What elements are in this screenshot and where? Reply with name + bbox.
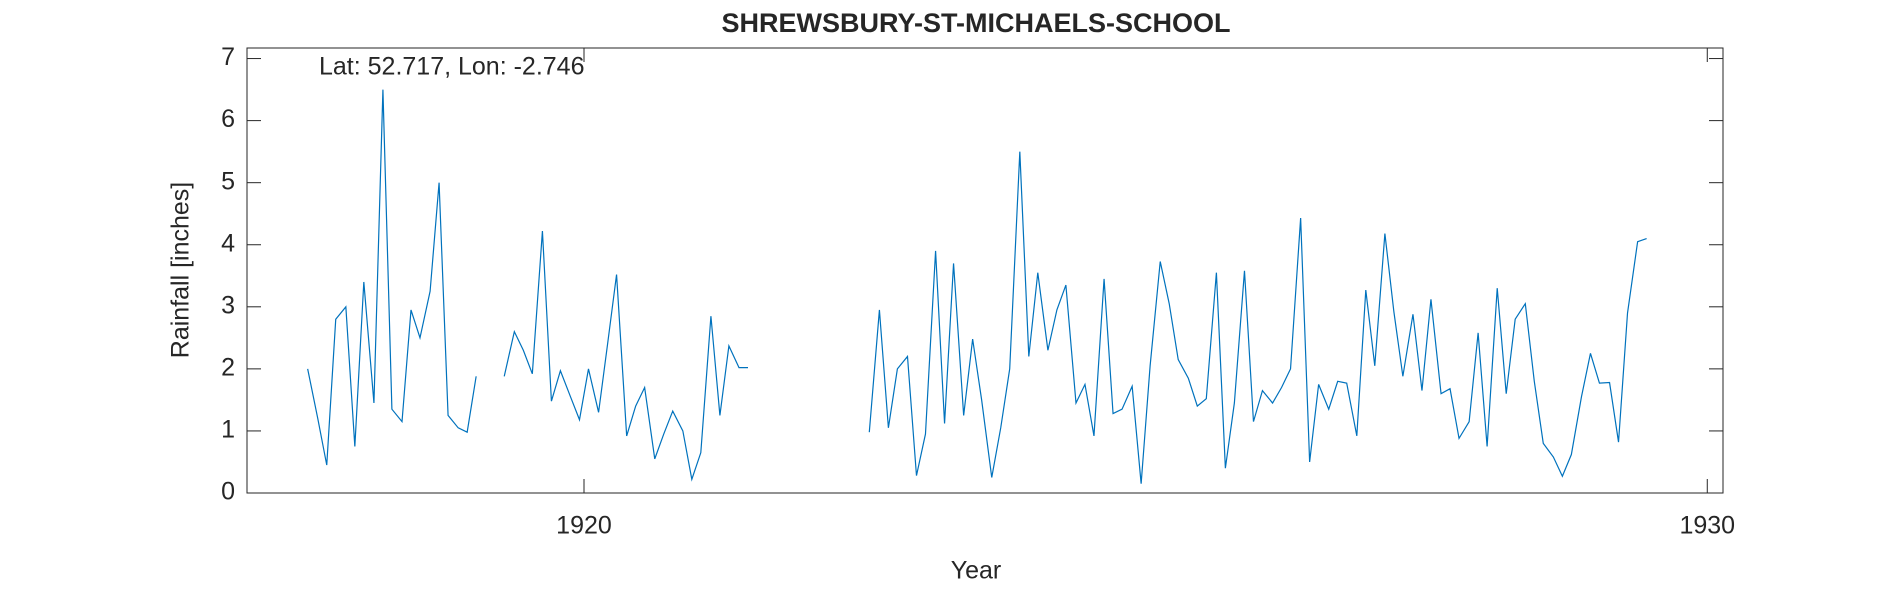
y-tick-label: 6	[221, 105, 235, 133]
y-tick-label: 5	[221, 167, 235, 195]
plot-frame	[246, 47, 1724, 494]
y-axis-label: Rainfall [inches]	[167, 182, 195, 358]
y-tick-label: 7	[221, 43, 235, 71]
chart-title: SHREWSBURY-ST-MICHAELS-SCHOOL	[721, 8, 1230, 38]
y-tick-label: 4	[221, 229, 235, 257]
x-tick-label: 1920	[556, 512, 612, 540]
rainfall-line	[307, 89, 1647, 484]
annotation: Lat: 52.717, Lon: -2.746	[319, 53, 585, 81]
y-tick-label: 0	[221, 478, 235, 506]
y-tick-label: 3	[221, 291, 235, 319]
x-axis-label: Year	[951, 557, 1002, 585]
x-tick-label: 1930	[1679, 512, 1735, 540]
y-tick-label: 1	[221, 416, 235, 444]
y-tick-label: 2	[221, 353, 235, 381]
